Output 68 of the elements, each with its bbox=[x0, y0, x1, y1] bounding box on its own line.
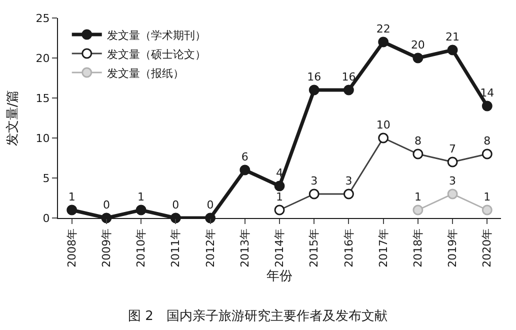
point bbox=[66, 204, 78, 216]
point bbox=[136, 204, 146, 216]
x-tick-label: 2014年 bbox=[273, 228, 286, 268]
point bbox=[308, 188, 320, 200]
x-tick-label: 2011年 bbox=[169, 228, 182, 268]
data-label: 8 bbox=[484, 134, 491, 148]
y-tick-label: 5 bbox=[42, 172, 50, 185]
x-tick-label: 2013年 bbox=[238, 228, 252, 268]
point bbox=[482, 204, 492, 216]
data-label: 1 bbox=[68, 190, 76, 204]
legend-label: 发文量（硕士论文） bbox=[106, 48, 206, 61]
x-tick-label: 2008年 bbox=[65, 228, 78, 268]
x-tick-label: 2018年 bbox=[412, 228, 425, 268]
x-tick-label: 2015年 bbox=[308, 228, 321, 268]
point bbox=[447, 188, 458, 200]
point bbox=[378, 132, 389, 144]
x-tick-label: 2019年 bbox=[446, 228, 460, 268]
point bbox=[412, 148, 424, 160]
x-tick-label: 2016年 bbox=[342, 228, 356, 268]
legend-label: 发文量（学术期刊） bbox=[106, 28, 206, 42]
point bbox=[308, 84, 320, 96]
data-label: 14 bbox=[480, 86, 494, 100]
point bbox=[482, 100, 492, 112]
y-tick-label: 25 bbox=[36, 12, 50, 25]
x-tick-label: 2017年 bbox=[376, 228, 390, 268]
point bbox=[412, 204, 424, 216]
data-label: 0 bbox=[172, 198, 180, 212]
legend-label: 发文量（报纸） bbox=[106, 66, 184, 80]
data-label: 22 bbox=[376, 22, 390, 36]
data-label: 8 bbox=[414, 134, 422, 148]
data-label: 3 bbox=[345, 174, 352, 188]
data-label: 3 bbox=[449, 174, 456, 188]
y-axis-title: 发文量/篇 bbox=[6, 90, 21, 146]
data-label: 6 bbox=[241, 150, 248, 164]
x-tick-label: 2020年 bbox=[480, 228, 494, 268]
point bbox=[482, 148, 492, 160]
x-tick-label: 2009年 bbox=[100, 228, 114, 268]
y-tick-label: 0 bbox=[42, 212, 50, 225]
data-label: 4 bbox=[276, 166, 283, 180]
data-label: 1 bbox=[414, 190, 422, 204]
point bbox=[343, 188, 354, 200]
y-tick-label: 15 bbox=[36, 92, 50, 105]
data-label: 1 bbox=[276, 190, 283, 204]
data-label: 0 bbox=[206, 198, 214, 212]
point bbox=[274, 204, 285, 216]
data-label: 20 bbox=[410, 38, 425, 52]
point bbox=[240, 164, 250, 176]
caption: 图 2 国内亲子旅游研究主要作者及发布文献 bbox=[128, 308, 388, 324]
data-label: 10 bbox=[376, 118, 390, 132]
data-label: 7 bbox=[449, 142, 456, 156]
point bbox=[274, 180, 285, 192]
data-label: 1 bbox=[138, 190, 145, 204]
point bbox=[343, 84, 354, 96]
data-label: 21 bbox=[446, 30, 460, 44]
data-label: 1 bbox=[484, 190, 491, 204]
data-label: 16 bbox=[307, 70, 322, 84]
data-label: 0 bbox=[102, 198, 110, 212]
point bbox=[447, 156, 458, 168]
y-tick-label: 20 bbox=[36, 52, 50, 65]
point bbox=[447, 44, 458, 56]
x-tick-label: 2012年 bbox=[204, 228, 217, 268]
y-tick-label: 10 bbox=[36, 132, 50, 145]
point bbox=[378, 36, 389, 48]
point bbox=[412, 52, 424, 64]
x-tick-label: 2010年 bbox=[134, 228, 148, 268]
data-label: 3 bbox=[310, 174, 318, 188]
x-axis-title: 年份 bbox=[266, 269, 292, 284]
data-label: 16 bbox=[342, 70, 356, 84]
